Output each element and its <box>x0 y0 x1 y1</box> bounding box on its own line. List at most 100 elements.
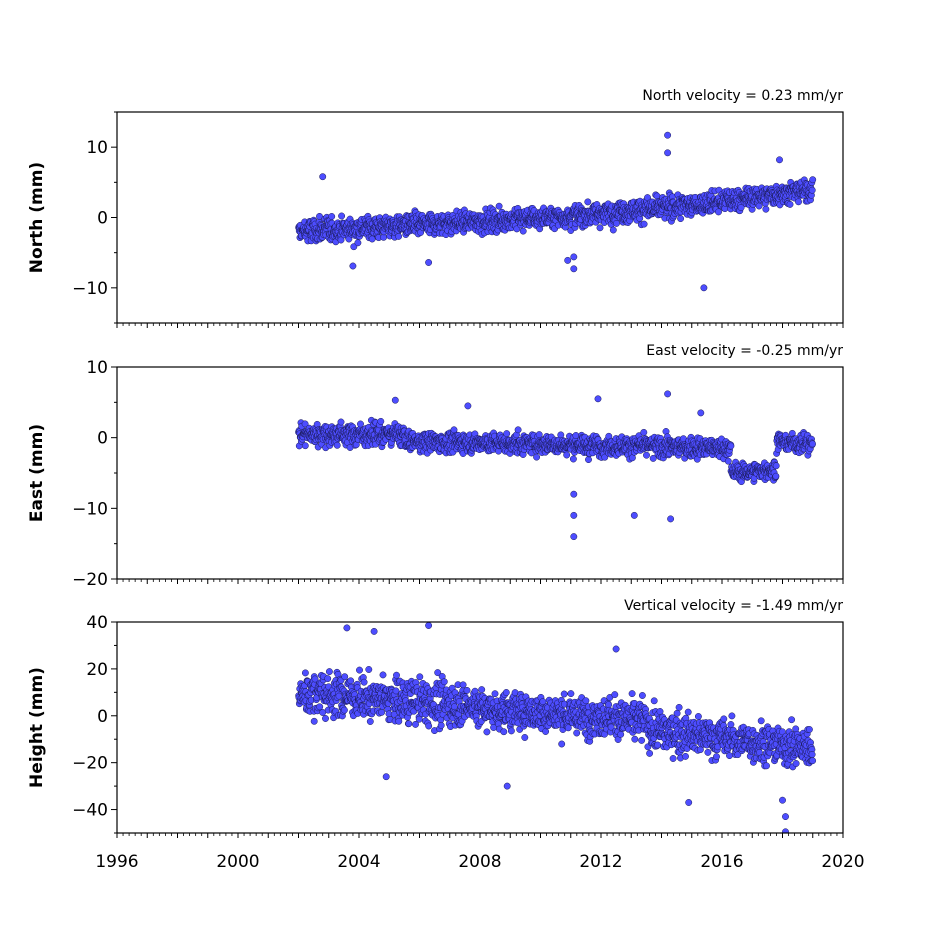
data-point <box>570 253 578 261</box>
east-axis-label: East (mm) <box>27 424 47 522</box>
data-point <box>792 760 800 767</box>
y-tick-label: 0 <box>97 209 108 229</box>
data-point <box>675 703 683 711</box>
data-point <box>366 718 374 725</box>
data-point <box>772 462 780 470</box>
data-point <box>365 666 373 673</box>
data-point <box>478 686 486 694</box>
data-point <box>684 708 692 716</box>
data-point <box>502 689 510 696</box>
data-point <box>333 441 341 449</box>
data-point <box>809 757 817 765</box>
data-point <box>379 671 387 679</box>
data-point <box>728 712 736 720</box>
data-point <box>631 735 639 743</box>
data-point <box>805 726 813 733</box>
data-point <box>715 208 722 216</box>
data-point <box>694 713 702 720</box>
data-point <box>713 753 720 761</box>
data-point <box>357 420 364 428</box>
data-point <box>434 669 442 677</box>
data-point <box>347 677 355 685</box>
data-point <box>697 409 705 417</box>
data-point <box>378 708 386 716</box>
data-point <box>425 622 433 629</box>
data-point <box>611 691 619 699</box>
north-points <box>295 131 817 292</box>
data-point <box>664 390 672 398</box>
data-point <box>613 219 620 227</box>
data-point <box>459 681 467 689</box>
data-point <box>669 755 677 762</box>
data-point <box>567 690 575 698</box>
data-point <box>328 213 336 220</box>
data-point <box>391 396 399 404</box>
data-point <box>757 717 765 725</box>
data-point <box>646 749 654 757</box>
data-point <box>763 762 770 770</box>
data-point <box>337 418 345 426</box>
data-point <box>638 692 646 699</box>
data-point <box>343 624 351 632</box>
data-point <box>377 417 385 425</box>
data-point <box>393 671 400 679</box>
data-point <box>437 721 445 729</box>
data-point <box>653 192 661 200</box>
data-point <box>405 720 413 728</box>
data-point <box>533 453 541 461</box>
data-point <box>360 678 368 686</box>
data-point <box>535 431 543 439</box>
y-tick-label: −10 <box>72 499 108 519</box>
data-point <box>788 716 796 724</box>
data-point <box>570 490 578 498</box>
y-tick-label: 10 <box>86 358 108 378</box>
data-point <box>395 717 403 725</box>
data-point <box>311 675 319 683</box>
data-point <box>338 212 346 220</box>
data-point <box>776 156 783 164</box>
data-point <box>425 722 433 730</box>
data-point <box>808 186 816 194</box>
y-tick-label: −10 <box>72 279 108 299</box>
data-point <box>673 709 681 717</box>
data-point <box>779 796 786 804</box>
data-point <box>356 666 363 674</box>
y-tick-label: 0 <box>97 429 108 449</box>
data-point <box>563 451 571 459</box>
data-point <box>564 724 572 732</box>
data-point <box>349 262 357 270</box>
east-points <box>295 390 816 541</box>
data-point <box>786 200 794 208</box>
data-point <box>335 692 343 700</box>
data-point <box>570 533 578 541</box>
data-point <box>570 265 578 273</box>
data-point <box>808 751 816 758</box>
data-point <box>558 740 566 748</box>
data-point <box>337 236 345 244</box>
data-point <box>500 728 508 736</box>
data-point <box>727 721 735 728</box>
data-point <box>755 202 763 210</box>
data-point <box>704 748 712 756</box>
data-point <box>463 686 471 694</box>
data-point <box>677 215 685 223</box>
data-point <box>682 752 689 760</box>
data-point <box>726 752 733 760</box>
data-point <box>382 773 390 781</box>
data-point <box>514 426 522 434</box>
data-point <box>491 690 499 698</box>
data-point <box>416 673 424 681</box>
data-point <box>727 442 735 450</box>
data-point <box>584 198 592 206</box>
height-points <box>295 622 817 833</box>
data-point <box>724 457 732 465</box>
data-point <box>370 627 378 635</box>
data-point <box>415 715 423 723</box>
data-point <box>503 430 511 438</box>
data-point <box>392 687 400 695</box>
data-point <box>795 198 802 206</box>
data-point <box>700 284 708 292</box>
data-point <box>643 451 650 459</box>
